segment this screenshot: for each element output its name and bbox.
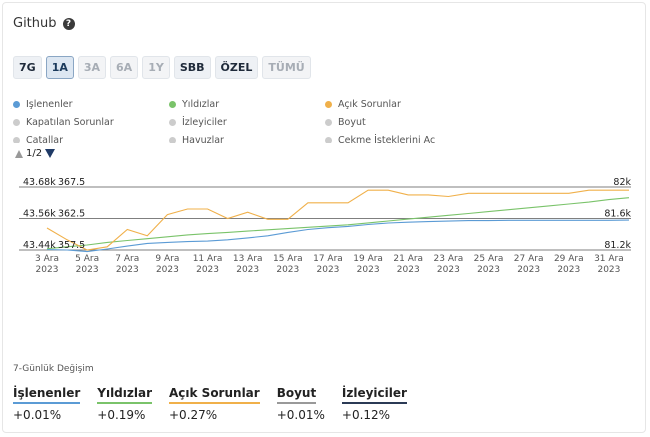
range-button-7g[interactable]: 7G [13, 56, 42, 79]
metric-value: +0.12% [341, 408, 391, 422]
x-tick-label: 21 Ara 2023 [393, 254, 423, 275]
metric-yildizlar: Yıldızlar +0.19% [97, 382, 152, 422]
y-tick-label-right: 81.6k [604, 209, 631, 220]
legend-label: Havuzlar [182, 135, 224, 143]
legend-dot [325, 137, 332, 143]
range-button-1y: 1Y [142, 56, 170, 79]
change-metrics: İşlenenler +0.01% Yıldızlar +0.19% Açık … [13, 382, 407, 422]
metric-boyut: Boyut +0.01% [276, 382, 325, 422]
chart-gridlines [19, 186, 631, 251]
x-tick-label: 25 Ara 2023 [474, 254, 504, 275]
x-tick-label: 13 Ara 2023 [233, 254, 263, 275]
legend-dot [13, 101, 20, 108]
metric-name: İşlenenler [13, 386, 81, 404]
legend-item-boyut[interactable]: Boyut [325, 117, 366, 128]
legend-item-catallar[interactable]: Çatallar [13, 135, 63, 143]
metric-name: İzleyiciler [341, 386, 407, 404]
metric-name: Boyut [276, 386, 317, 404]
help-icon[interactable]: ? [62, 17, 75, 30]
metric-islenenler: İşlenenler +0.01% [13, 382, 81, 422]
line-chart: 43.68k 367.5 82k 43.56k 362.5 81.6k 43.44k 357.… [19, 177, 631, 275]
seven-day-change-title: 7-Günlük Değişim [13, 364, 94, 374]
metric-izleyiciler: İzleyiciler +0.12% [341, 382, 407, 422]
chart-axis-labels: 43.68k 367.5 82k 43.56k 362.5 81.6k 43.44k 357.… [23, 177, 631, 275]
y-tick-label-left-outer: 43.44k [23, 240, 56, 251]
range-button-tumu: TÜMÜ [262, 56, 311, 79]
legend-item-acik-sorunlar[interactable]: Açık Sorunlar [325, 99, 401, 110]
legend-dot [13, 137, 20, 143]
series-line-2 [46, 189, 629, 251]
x-tick-label: 27 Ara 2023 [514, 254, 544, 275]
chart-series [46, 189, 630, 253]
y-tick-label-left-inner: 367.5 [58, 177, 85, 188]
card-header: Github ? [13, 16, 75, 31]
legend-label: Kapatılan Sorunlar [26, 117, 114, 128]
range-button-3a: 3A [77, 56, 107, 79]
legend-pager: 1/2 [15, 148, 56, 159]
x-tick-label: 5 Ara 2023 [75, 254, 99, 275]
y-tick-label-left-outer: 43.68k [23, 177, 56, 188]
x-tick-label: 23 Ara 2023 [434, 254, 464, 275]
legend-label: Boyut [338, 117, 366, 128]
range-button-ozel[interactable]: ÖZEL [214, 56, 259, 79]
legend-item-yildizlar[interactable]: Yıldızlar [169, 99, 219, 110]
legend-item-kapatilan-sorunlar[interactable]: Kapatılan Sorunlar [13, 117, 114, 128]
x-tick-label: 3 Ara 2023 [35, 254, 59, 275]
legend-dot [13, 119, 20, 126]
x-tick-label: 19 Ara 2023 [353, 254, 383, 275]
series-line-0 [46, 219, 630, 253]
y-tick-label-left-inner: 362.5 [58, 209, 85, 220]
x-tick-label: 29 Ara 2023 [554, 254, 584, 275]
legend-item-cekme-istekleri[interactable]: Çekme İsteklerini Aç [325, 135, 435, 143]
legend-dot [325, 119, 332, 126]
x-tick-label: 17 Ara 2023 [313, 254, 343, 275]
legend-dot [169, 137, 176, 143]
y-tick-label-left-outer: 43.56k [23, 209, 56, 220]
legend-label: Çatallar [26, 135, 64, 143]
legend-label: İzleyiciler [182, 117, 227, 128]
legend-label: Yıldızlar [182, 99, 220, 110]
series-line-1 [46, 197, 630, 250]
metric-name: Açık Sorunlar [169, 386, 260, 404]
range-button-1a[interactable]: 1A [45, 56, 74, 79]
pager-text: 1/2 [26, 148, 43, 159]
y-tick-label-left-inner: 357.5 [58, 240, 85, 251]
chart-legend: İşlenenler Yıldızlar Açık Sorunlar Kapat… [13, 99, 533, 143]
metric-value: +0.19% [97, 408, 146, 422]
y-tick-label-right: 81.2k [604, 240, 631, 251]
x-tick-label: 7 Ara 2023 [115, 254, 139, 275]
legend-dot [325, 101, 332, 108]
range-button-sbb[interactable]: SBB [173, 56, 211, 79]
github-metrics-card: Github ? 7G 1A 3A 6A 1Y SBB ÖZEL TÜMÜ İş… [2, 2, 646, 433]
x-tick-label: 31 Ara 2023 [594, 254, 624, 275]
x-tick-label: 11 Ara 2023 [193, 254, 223, 275]
metric-acik-sorunlar: Açık Sorunlar +0.27% [169, 382, 260, 422]
x-tick-label: 9 Ara 2023 [155, 254, 179, 275]
legend-dot [169, 101, 176, 108]
pager-prev-icon[interactable] [15, 149, 23, 158]
y-tick-label-right: 82k [613, 177, 631, 188]
time-range-selector: 7G 1A 3A 6A 1Y SBB ÖZEL TÜMÜ [13, 56, 311, 79]
x-tick-label: 15 Ara 2023 [273, 254, 303, 275]
legend-label: İşlenenler [26, 99, 73, 110]
metric-value: +0.01% [276, 408, 325, 422]
pager-next-icon[interactable] [45, 149, 56, 158]
card-title: Github [13, 16, 57, 31]
legend-item-izleyiciler[interactable]: İzleyiciler [169, 117, 227, 128]
legend-label: Çekme İsteklerini Aç [338, 135, 436, 143]
range-button-6a: 6A [110, 56, 139, 79]
legend-label: Açık Sorunlar [338, 99, 401, 110]
legend-item-havuzlar[interactable]: Havuzlar [169, 135, 224, 143]
legend-item-islenenler[interactable]: İşlenenler [13, 99, 73, 110]
metric-value: +0.01% [13, 408, 62, 422]
legend-dot [169, 119, 176, 126]
metric-name: Yıldızlar [97, 386, 152, 404]
metric-value: +0.27% [169, 408, 218, 422]
